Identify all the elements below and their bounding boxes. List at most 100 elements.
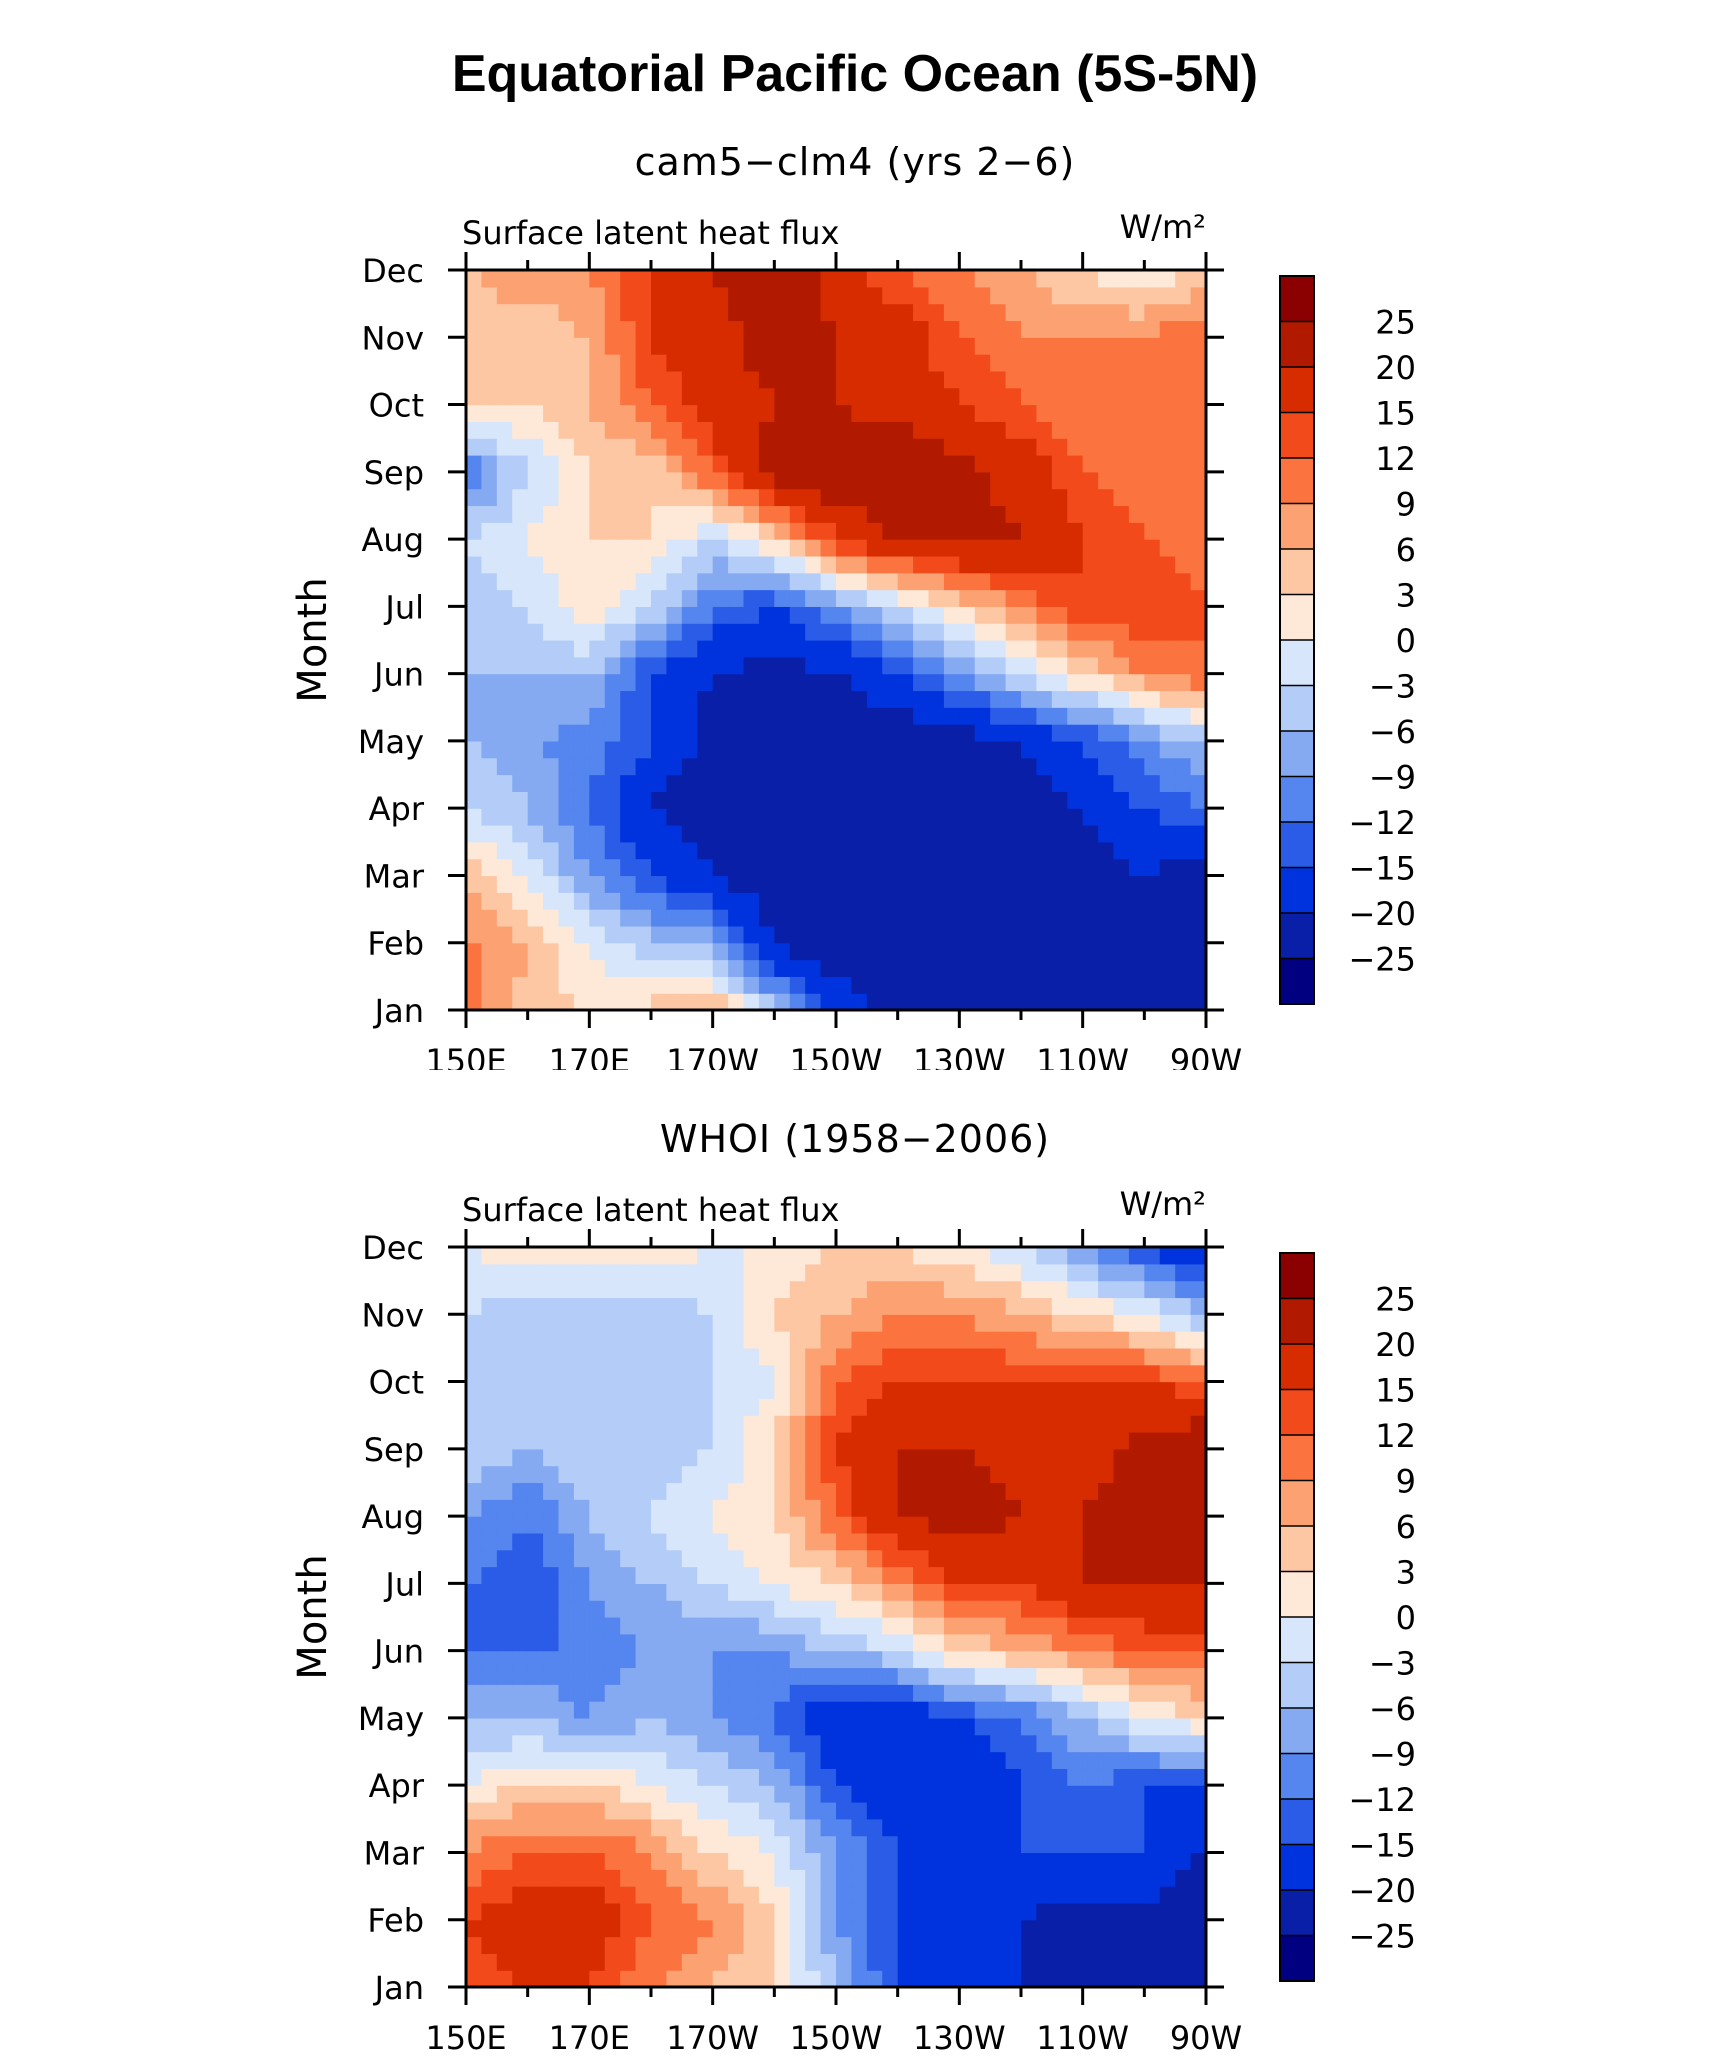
colorbar-label: −15: [1348, 1827, 1416, 1865]
heatmap-cell: [851, 1617, 868, 1635]
heatmap-cell: [1051, 1802, 1068, 1820]
x-tick-label: 170E: [549, 1042, 630, 1070]
heatmap-cell: [1175, 387, 1192, 406]
heatmap-cell: [1113, 320, 1130, 338]
heatmap-cell: [1144, 724, 1161, 742]
heatmap-cell: [1128, 875, 1145, 893]
heatmap-cell: [882, 724, 899, 742]
heatmap-cell: [805, 270, 822, 288]
heatmap-cell: [990, 404, 1007, 422]
y-tick-label: Jun: [372, 656, 424, 694]
heatmap-cell: [959, 757, 976, 776]
heatmap-cell: [913, 270, 930, 288]
heatmap-cell: [913, 1717, 930, 1736]
heatmap-cell: [1144, 303, 1161, 322]
heatmap-cell: [805, 1869, 822, 1887]
heatmap-cell: [635, 488, 652, 507]
heatmap-cell: [573, 656, 590, 675]
heatmap-cell: [851, 1919, 868, 1938]
heatmap-cell: [1021, 1583, 1038, 1601]
heatmap-cell: [943, 1751, 960, 1769]
heatmap-cell: [1036, 303, 1053, 322]
heatmap-cell: [1175, 640, 1192, 658]
heatmap-cell: [635, 673, 652, 692]
heatmap-cell: [604, 1549, 621, 1568]
heatmap-cell: [743, 1902, 760, 1921]
heatmap-cell: [897, 1432, 914, 1450]
heatmap-cell: [466, 1600, 483, 1618]
heatmap-cell: [913, 1785, 930, 1803]
heatmap-cell: [789, 1381, 806, 1399]
heatmap-cell: [1190, 858, 1207, 877]
heatmap-cell: [743, 1499, 760, 1517]
heatmap-cell: [666, 1633, 683, 1652]
heatmap-cell: [481, 925, 498, 944]
heatmap-cell: [1098, 1364, 1115, 1383]
heatmap-cell: [789, 673, 806, 692]
heatmap-cell: [666, 1297, 683, 1315]
heatmap-cell: [481, 791, 498, 809]
heatmap-cell: [882, 1785, 899, 1803]
heatmap-cell: [928, 404, 945, 422]
heatmap-cell: [1067, 1852, 1084, 1870]
heatmap-cell: [1067, 354, 1084, 372]
heatmap-cell: [589, 286, 606, 305]
heatmap-cell: [604, 1617, 621, 1635]
heatmap-cell: [496, 1415, 513, 1433]
heatmap-cell: [728, 1280, 745, 1299]
heatmap-cell: [712, 1785, 729, 1803]
heatmap-cell: [836, 387, 853, 406]
heatmap-cell: [1175, 1667, 1192, 1685]
heatmap-cell: [1144, 673, 1161, 692]
heatmap-cell: [805, 1280, 822, 1299]
heatmap-cell: [620, 1331, 637, 1349]
heatmap-cell: [635, 1919, 652, 1938]
heatmap-cell: [882, 1314, 899, 1332]
heatmap-cell: [651, 1499, 668, 1517]
heatmap-cell: [527, 1364, 544, 1383]
heatmap-cell: [758, 909, 775, 927]
heatmap-cell: [1067, 690, 1084, 708]
heatmap-cell: [666, 993, 683, 1011]
heatmap-cell: [990, 1415, 1007, 1433]
heatmap-cell: [651, 370, 668, 389]
heatmap-cell: [512, 1818, 529, 1837]
heatmap-cell: [1067, 1936, 1084, 1954]
heatmap-cell: [851, 724, 868, 742]
heatmap-cell: [851, 757, 868, 776]
heatmap-cell: [573, 1364, 590, 1383]
heatmap-cell: [836, 438, 853, 456]
heatmap-cell: [1051, 1448, 1068, 1467]
heatmap-cell: [728, 1633, 745, 1652]
heatmap-cell: [558, 1785, 575, 1803]
heatmap-cell: [943, 1852, 960, 1870]
heatmap-cell: [743, 942, 760, 961]
heatmap-cell: [1098, 656, 1115, 675]
heatmap-cell: [573, 421, 590, 439]
heatmap-cell: [1036, 875, 1053, 893]
heatmap-cell: [712, 1701, 729, 1719]
heatmap-cell: [496, 438, 513, 456]
heatmap-cell: [943, 1549, 960, 1568]
heatmap-cell: [866, 976, 883, 994]
heatmap-cell: [913, 1953, 930, 1971]
heatmap-cell: [990, 1936, 1007, 1954]
heatmap-cell: [543, 404, 560, 422]
heatmap-cell: [466, 858, 483, 877]
heatmap-cell: [573, 286, 590, 305]
heatmap-cell: [743, 1331, 760, 1349]
heatmap-cell: [743, 1936, 760, 1954]
heatmap-cell: [1051, 1734, 1068, 1753]
heatmap-cell: [882, 1482, 899, 1500]
heatmap-cell: [589, 1583, 606, 1601]
heatmap-cell: [558, 1852, 575, 1870]
heatmap-cell: [990, 438, 1007, 456]
heatmap-cell: [1113, 1701, 1130, 1719]
heatmap-cell: [990, 1802, 1007, 1820]
heatmap-cell: [1113, 959, 1130, 977]
heatmap-cell: [866, 1516, 883, 1534]
heatmap-cell: [573, 1802, 590, 1820]
heatmap-cell: [805, 757, 822, 776]
heatmap-cell: [743, 1617, 760, 1635]
heatmap-cell: [1175, 455, 1192, 473]
